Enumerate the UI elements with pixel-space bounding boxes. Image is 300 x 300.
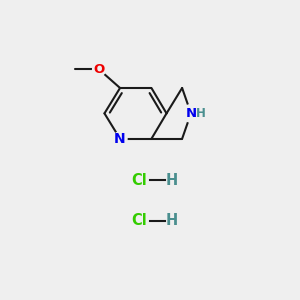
Text: N: N (185, 107, 197, 120)
Text: O: O (94, 63, 105, 76)
Text: Cl: Cl (131, 213, 146, 228)
Circle shape (93, 63, 106, 76)
Text: H: H (196, 107, 206, 120)
Circle shape (184, 106, 198, 120)
Text: Cl: Cl (131, 173, 146, 188)
Circle shape (113, 132, 127, 146)
Text: N: N (114, 132, 126, 146)
Circle shape (182, 105, 200, 122)
Text: H: H (166, 213, 178, 228)
Text: H: H (166, 173, 178, 188)
